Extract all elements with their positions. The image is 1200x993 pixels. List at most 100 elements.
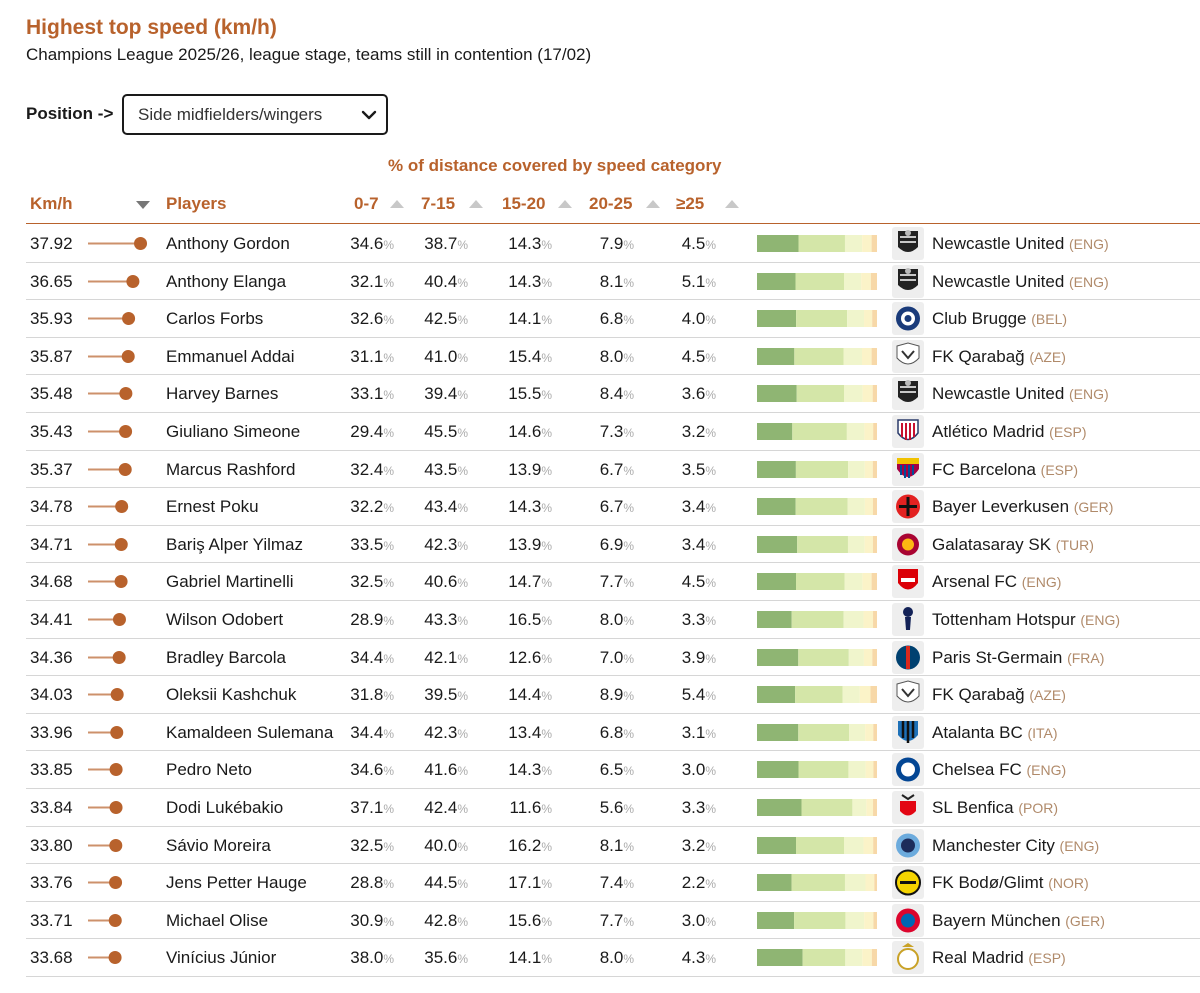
table-row[interactable]: 33.71 Michael Olise 30.9% 42.8% 15.6% 7.7% 3.0… (26, 902, 1200, 940)
pct-value: 6.9 (599, 534, 624, 554)
pct-cell: 5.6% (590, 789, 634, 826)
col-header-15-20[interactable]: 15-20 (502, 194, 546, 213)
col-header-0-7[interactable]: 0-7 (354, 194, 379, 213)
table-row[interactable]: 34.68 Gabriel Martinelli 32.5% 40.6% 14.7% 7.… (26, 563, 1200, 601)
player-name[interactable]: Wilson Odobert (166, 609, 284, 629)
table-row[interactable]: 37.92 Anthony Gordon 34.6% 38.7% 14.3% 7.9% 4.… (26, 225, 1200, 263)
sort-asc-icon[interactable] (469, 200, 483, 208)
player-name[interactable]: Sávio Moreira (166, 835, 271, 855)
player-name[interactable]: Vinícius Júnior (166, 948, 277, 968)
col-header-kmh[interactable]: Km/h (30, 194, 73, 213)
player-name[interactable]: Gabriel Martinelli (166, 572, 294, 592)
psg-crest-icon (892, 640, 924, 674)
bar-segment (871, 949, 877, 967)
table-row[interactable]: 36.65 Anthony Elanga 32.1% 40.4% 14.3% 8.1% 5.… (26, 263, 1200, 301)
col-header-players[interactable]: Players (166, 194, 227, 213)
table-row[interactable]: 35.87 Emmanuel Addai 31.1% 41.0% 15.4% 8.0% 4.… (26, 338, 1200, 376)
pct-unit: % (705, 914, 716, 929)
table-row[interactable]: 33.84 Dodi Lukébakio 37.1% 42.4% 11.6% 5.6% 3.… (26, 789, 1200, 827)
club-name: Bayern München (GER) (932, 902, 1105, 939)
pct-cell: 31.1% (350, 338, 394, 375)
pct-cell: 6.9% (590, 526, 634, 563)
country-code: (ENG) (1069, 273, 1109, 290)
speed-lollipop (88, 462, 132, 476)
bar-segment (757, 310, 797, 328)
country-code: (AZE) (1029, 348, 1066, 365)
player-name[interactable]: Anthony Gordon (166, 234, 290, 253)
table-row[interactable]: 34.71 Bariş Alper Yilmaz 33.5% 42.3% 13.9% 6.… (26, 526, 1200, 564)
player-name[interactable]: Carlos Forbs (166, 309, 264, 329)
table-row[interactable]: 33.80 Sávio Moreira 32.5% 40.0% 16.2% 8.1% 3.2… (26, 827, 1200, 865)
table-row[interactable]: 35.43 Giuliano Simeone 29.4% 45.5% 14.6% 7.3%… (26, 413, 1200, 451)
sort-desc-icon[interactable] (136, 201, 150, 209)
player-name[interactable]: Giuliano Simeone (166, 421, 301, 441)
sort-asc-icon[interactable] (646, 200, 660, 208)
pct-unit: % (457, 764, 468, 779)
club-label: FC Barcelona (932, 459, 1041, 479)
pct-cell: 42.5% (424, 300, 468, 337)
table-row[interactable]: 34.36 Bradley Barcola 34.4% 42.1% 12.6% 7.0% 3… (26, 639, 1200, 677)
col-header-25-plus[interactable]: ≥25 (676, 194, 705, 213)
player-name[interactable]: Kamaldeen Sulemana (166, 722, 334, 742)
table-row[interactable]: 33.96 Kamaldeen Sulemana 34.4% 42.3% 13.4% 6.… (26, 714, 1200, 752)
club-badge (892, 903, 924, 937)
speed-category-header: % of distance covered by speed category (388, 156, 722, 175)
player-name[interactable]: Bradley Barcola (166, 647, 287, 667)
pct-unit: % (457, 651, 468, 666)
pct-cell: 6.5% (590, 751, 634, 788)
bar-segment (794, 347, 844, 365)
pct-value: 13.9 (508, 534, 542, 554)
player-name[interactable]: Dodi Lukébakio (166, 797, 284, 817)
position-select[interactable]: Side midfielders/wingers (122, 94, 388, 135)
bar-segment (795, 272, 844, 290)
bar-segment (848, 460, 865, 478)
table-row[interactable]: 33.68 Vinícius Júnior 38.0% 35.6% 14.1% 8.0% 4… (26, 939, 1200, 977)
table-row[interactable]: 35.93 Carlos Forbs 32.6% 42.5% 14.1% 6.8% 4.0%… (26, 300, 1200, 338)
pct-value: 3.4 (681, 534, 706, 554)
pct-unit: % (541, 877, 552, 892)
table-row[interactable]: 34.78 Ernest Poku 32.2% 43.4% 14.3% 6.7% 3.4% B… (26, 488, 1200, 526)
table-row[interactable]: 33.85 Pedro Neto 34.6% 41.6% 14.3% 6.5% 3.0% Ch… (26, 751, 1200, 789)
bar-segment (865, 874, 875, 892)
pct-cell: 43.5% (424, 451, 468, 488)
player-name[interactable]: Bariş Alper Yilmaz (166, 534, 303, 554)
player-name[interactable]: Michael Olise (166, 910, 269, 930)
sort-asc-icon[interactable] (725, 200, 739, 208)
player-name[interactable]: Emmanuel Addai (166, 346, 295, 366)
player-name[interactable]: Oleksii Kashchuk (166, 685, 297, 705)
player-name[interactable]: Jens Petter Hauge (166, 873, 307, 893)
speed-value: 35.37 (30, 459, 73, 479)
table-row[interactable]: 35.48 Harvey Barnes 33.1% 39.4% 15.5% 8.4% 3.6… (26, 375, 1200, 413)
player-name[interactable]: Pedro Neto (166, 760, 252, 780)
col-header-7-15[interactable]: 7-15 (421, 194, 456, 213)
pct-unit: % (383, 877, 394, 892)
table-row[interactable]: 33.76 Jens Petter Hauge 28.8% 44.5% 17.1% 7.4… (26, 864, 1200, 902)
pct-value: 41.6 (424, 760, 458, 780)
pct-cell: 41.0% (424, 338, 468, 375)
pct-cell: 7.3% (590, 413, 634, 450)
pct-unit: % (457, 726, 468, 741)
player-name[interactable]: Marcus Rashford (166, 459, 296, 479)
pct-unit: % (705, 350, 716, 365)
col-header-20-25[interactable]: 20-25 (589, 194, 633, 213)
lollipop-dot (110, 688, 124, 702)
pct-value: 15.6 (508, 910, 542, 930)
speed-lollipop (88, 612, 126, 626)
club-badge (892, 565, 924, 599)
bar-segment (843, 347, 862, 365)
club-label: Tottenham Hotspur (932, 609, 1081, 629)
pct-value: 14.1 (508, 948, 542, 968)
table-row[interactable]: 35.37 Marcus Rashford 32.4% 43.5% 13.9% 6.7% 3… (26, 451, 1200, 489)
pct-unit: % (457, 576, 468, 591)
club-label: FK Bodø/Glimt (932, 873, 1049, 893)
table-row[interactable]: 34.41 Wilson Odobert 28.9% 43.3% 16.5% 8.0% 3.… (26, 601, 1200, 639)
speed-lollipop (88, 575, 128, 589)
player-name[interactable]: Ernest Poku (166, 497, 259, 517)
bar-segment (862, 385, 873, 403)
sort-asc-icon[interactable] (390, 200, 404, 208)
pct-value: 14.6 (508, 421, 542, 441)
player-name[interactable]: Harvey Barnes (166, 384, 279, 404)
sort-asc-icon[interactable] (558, 200, 572, 208)
table-row[interactable]: 34.03 Oleksii Kashchuk 31.8% 39.5% 14.4% 8.9%… (26, 676, 1200, 714)
player-name[interactable]: Anthony Elanga (166, 271, 287, 291)
